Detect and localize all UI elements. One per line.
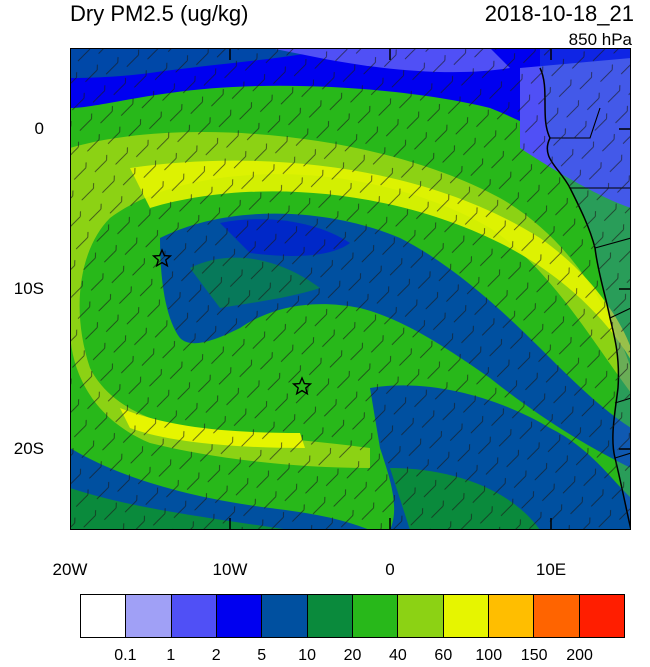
colorbar-label: 100 xyxy=(475,647,503,664)
colorbar-swatch xyxy=(262,595,308,637)
pm25-map xyxy=(70,48,631,530)
wind-barbs xyxy=(70,48,631,530)
site-star-2 xyxy=(291,376,313,396)
colorbar-swatch xyxy=(443,595,489,637)
lon-ticks xyxy=(70,48,552,530)
colorbar-swatch xyxy=(126,595,172,637)
colorbar-label: 20 xyxy=(343,647,362,664)
colorbar-swatch xyxy=(307,595,353,637)
colorbar-swatch xyxy=(488,595,535,637)
lat-label-10s: 10S xyxy=(13,279,44,298)
colorbar-label: 5 xyxy=(257,647,267,664)
colorbar-swatch xyxy=(579,595,624,637)
pressure-level: 850 hPa xyxy=(568,30,632,49)
lat-label-0: 0 xyxy=(34,119,44,138)
colorbar-label: 200 xyxy=(566,647,593,664)
colorbar-label: 60 xyxy=(434,647,453,664)
colorbar-swatch xyxy=(352,595,399,637)
colorbar xyxy=(80,594,625,638)
colorbar-label: 40 xyxy=(389,647,407,664)
colorbar-swatch xyxy=(171,595,217,637)
colorbar-swatch xyxy=(81,595,127,637)
colorbar-label: 1 xyxy=(166,647,176,664)
lon-label-0: 0 xyxy=(385,560,395,579)
colorbar-label: 0.1 xyxy=(114,647,137,664)
map-datetime: 2018-10-18_21 xyxy=(484,1,634,26)
lat-ticks xyxy=(619,128,631,450)
colorbar-swatch xyxy=(534,595,580,637)
lat-label-20s: 20S xyxy=(13,439,44,458)
colorbar-label: 10 xyxy=(298,647,316,664)
lon-label-20w: 20W xyxy=(52,560,88,579)
colorbar-swatch xyxy=(398,595,444,637)
site-star-1 xyxy=(151,248,173,268)
colorbar-label: 2 xyxy=(211,647,221,664)
colorbar-label: 150 xyxy=(520,647,548,664)
lon-label-10w: 10W xyxy=(212,560,248,579)
colorbar-swatch xyxy=(216,595,263,637)
map-title: Dry PM2.5 (ug/kg) xyxy=(70,1,249,26)
lon-label-10e: 10E xyxy=(535,560,567,579)
